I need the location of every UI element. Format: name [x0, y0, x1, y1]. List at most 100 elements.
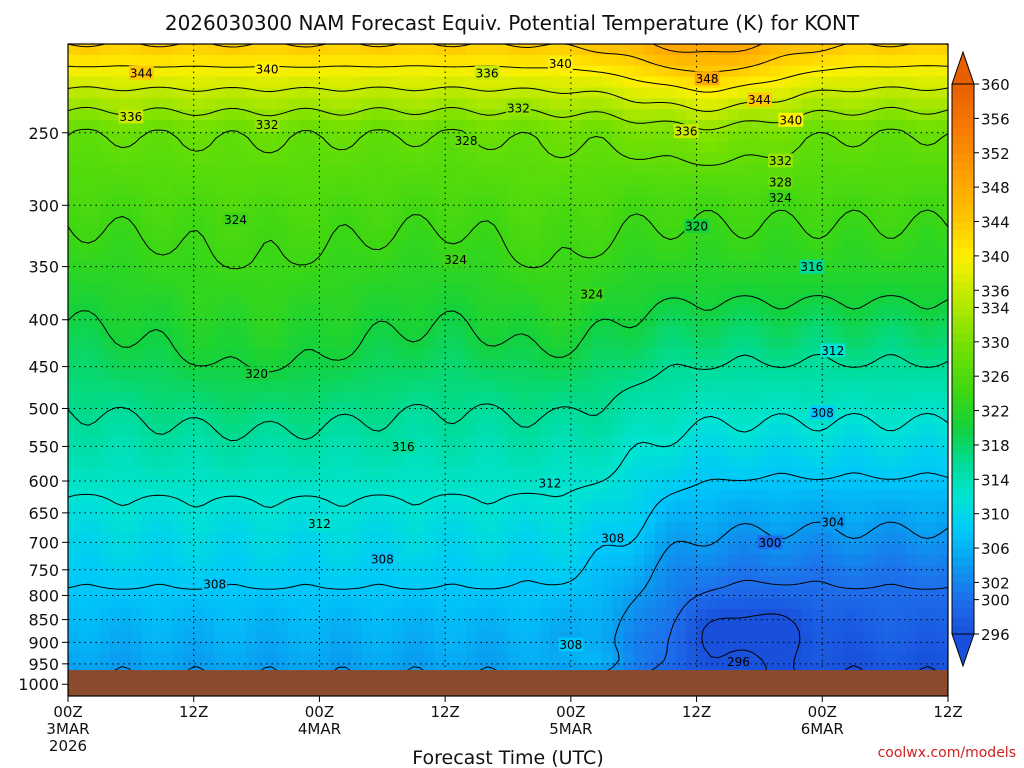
heat-cell	[885, 554, 897, 567]
heat-cell	[172, 391, 184, 404]
heat-cell	[801, 163, 813, 175]
heat-cell	[88, 65, 101, 78]
heat-cell	[769, 478, 781, 491]
heat-cell	[927, 543, 939, 556]
heat-cell	[183, 456, 195, 469]
heat-cell	[602, 250, 614, 262]
heat-cell	[308, 185, 321, 197]
heat-cell	[361, 152, 373, 165]
heat-cell	[361, 435, 373, 447]
heat-cell	[476, 196, 488, 208]
heat-cell	[612, 228, 624, 241]
heat-cell	[906, 576, 918, 588]
heat-cell	[560, 152, 572, 165]
heat-cell	[424, 250, 436, 262]
heat-cell	[508, 565, 520, 578]
heat-cell	[288, 326, 300, 338]
heat-cell	[738, 391, 750, 404]
heat-cell	[654, 370, 666, 382]
heat-cell	[288, 554, 300, 567]
heat-cell	[329, 44, 341, 56]
heat-cell	[518, 348, 530, 360]
heat-cell	[874, 196, 886, 208]
heat-cell	[560, 239, 572, 252]
heat-cell	[298, 413, 310, 425]
heat-cell	[225, 522, 237, 534]
heat-cell	[361, 424, 373, 436]
heat-cell	[340, 652, 352, 664]
heat-cell	[518, 141, 530, 154]
heat-cell	[602, 283, 614, 295]
heat-cell	[581, 619, 593, 632]
heat-cell	[811, 652, 823, 664]
heat-cell	[539, 370, 551, 382]
heat-cell	[769, 87, 781, 99]
heat-cell	[466, 120, 478, 132]
heat-cell	[308, 250, 321, 262]
heat-cell	[581, 261, 593, 273]
heat-cell	[204, 370, 216, 382]
heat-cell	[78, 609, 90, 621]
heat-cell	[539, 228, 551, 241]
heat-cell	[581, 391, 593, 404]
heat-cell	[539, 391, 551, 404]
heat-cell	[392, 337, 404, 349]
heat-cell	[686, 152, 698, 165]
heat-cell	[267, 456, 279, 469]
heat-cell	[560, 402, 572, 415]
heat-cell	[623, 337, 635, 349]
heat-cell	[853, 533, 865, 545]
heat-cell	[78, 456, 90, 469]
heat-cell	[570, 272, 582, 284]
heat-cell	[937, 76, 948, 89]
heat-cell	[68, 250, 80, 262]
heat-cell	[665, 54, 677, 67]
heat-cell	[319, 293, 331, 306]
heat-cell	[183, 511, 195, 523]
heat-cell	[68, 576, 80, 588]
heat-cell	[560, 217, 572, 230]
heat-cell	[476, 348, 488, 360]
heat-cell	[256, 500, 268, 512]
heat-cell	[885, 391, 897, 404]
heat-cell	[487, 130, 499, 143]
heat-cell	[382, 435, 394, 447]
heat-cell	[288, 152, 300, 165]
heat-cell	[581, 348, 593, 360]
heat-cell	[99, 54, 111, 67]
heat-cell	[172, 54, 184, 67]
heat-cell	[476, 543, 488, 556]
heat-cell	[633, 98, 645, 110]
heat-cell	[591, 54, 603, 67]
heat-cell	[487, 283, 499, 295]
heat-cell	[246, 641, 258, 654]
heat-cell	[78, 293, 90, 306]
heat-cell	[193, 543, 205, 556]
heat-cell	[204, 554, 216, 567]
heat-cell	[298, 293, 310, 306]
heat-cell	[214, 609, 226, 621]
heat-cell	[340, 435, 352, 447]
heat-cell	[518, 283, 530, 295]
heat-cell	[916, 239, 928, 252]
heat-cell	[151, 76, 163, 89]
heat-cell	[874, 489, 886, 501]
heat-cell	[235, 76, 247, 89]
heat-cell	[78, 76, 90, 89]
heat-cell	[654, 500, 666, 512]
heat-cell	[497, 630, 509, 643]
heat-cell	[319, 228, 331, 241]
heat-cell	[267, 630, 279, 643]
heat-cell	[738, 87, 750, 99]
heat-cell	[738, 109, 750, 121]
heat-cell	[141, 337, 153, 349]
heat-cell	[183, 207, 195, 219]
heat-cell	[497, 554, 509, 567]
heat-cell	[267, 44, 279, 56]
heat-cell	[623, 228, 635, 241]
heat-cell	[843, 598, 855, 610]
heat-cell	[801, 315, 813, 328]
heat-cell	[560, 619, 572, 632]
heat-cell	[633, 207, 645, 219]
heat-cell	[759, 337, 771, 349]
